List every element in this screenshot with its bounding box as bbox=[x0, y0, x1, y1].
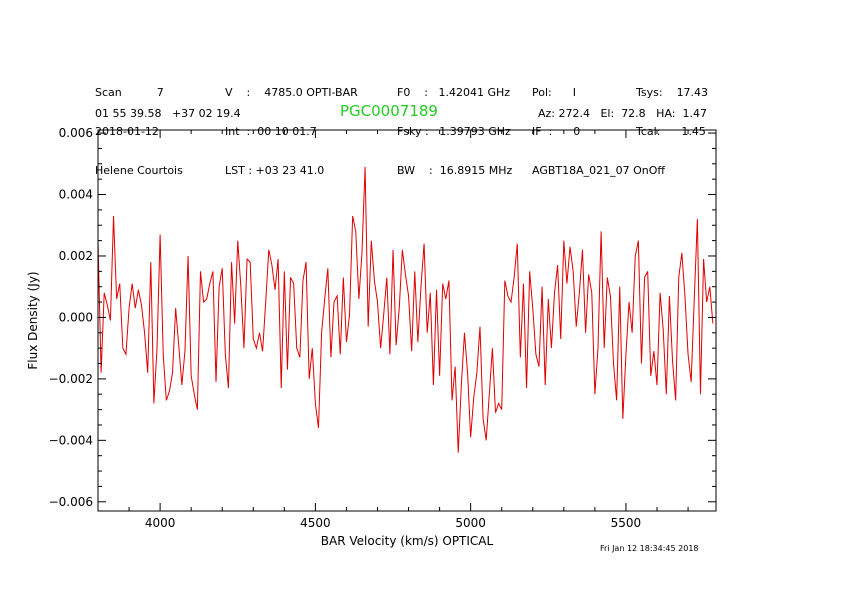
spectrum-line bbox=[97, 166, 714, 453]
header-col-tsys: Tsys: 17.43 Tcal: 1.45 bbox=[636, 60, 708, 151]
x-tick-label: 4000 bbox=[145, 516, 176, 530]
header-col-velocity: V : 4785.0 OPTI-BAR Int : 00 10 01.7 LST… bbox=[225, 60, 358, 190]
header-pointing: Az: 272.4 El: 72.8 HA: 1.47 bbox=[538, 107, 707, 120]
y-tick-label: 0.006 bbox=[59, 126, 93, 140]
x-tick-label: 4500 bbox=[300, 516, 331, 530]
y-tick-label: −0.006 bbox=[49, 495, 93, 509]
x-tick-label: 5000 bbox=[455, 516, 486, 530]
footer-timestamp: Fri Jan 12 18:34:45 2018 bbox=[600, 544, 699, 553]
header-line: Fsky : 1.39793 GHz bbox=[397, 125, 511, 138]
header-line: AGBT18A_021_07 OnOff bbox=[532, 164, 665, 177]
y-tick-label: 0.004 bbox=[59, 188, 93, 202]
source-title: PGC0007189 bbox=[340, 102, 438, 120]
y-tick-label: 0.002 bbox=[59, 249, 93, 263]
header-line: Tcal: 1.45 bbox=[636, 125, 706, 138]
header-line: Scan 7 bbox=[95, 86, 164, 99]
header-line: F0 : 1.42041 GHz bbox=[397, 86, 511, 99]
header-line: Helene Courtois bbox=[95, 164, 183, 177]
y-tick-label: 0.000 bbox=[59, 310, 93, 324]
plot-frame bbox=[97, 129, 717, 512]
header-line: Pol: I bbox=[532, 86, 576, 99]
header-coordinates: 01 55 39.58 +37 02 19.4 bbox=[95, 107, 241, 120]
header-line: LST : +03 23 41.0 bbox=[225, 164, 325, 177]
header-line: Int : 00 10 01.7 bbox=[225, 125, 317, 138]
header-line: V : 4785.0 OPTI-BAR bbox=[225, 86, 358, 99]
y-axis-label: Flux Density (Jy) bbox=[26, 271, 40, 369]
header-line: Tsys: 17.43 bbox=[636, 86, 709, 99]
header-line: 2018-01-12 bbox=[95, 125, 159, 138]
y-tick-label: −0.002 bbox=[49, 372, 93, 386]
header-col-scan: Scan 7 2018-01-12 Helene Courtois bbox=[95, 60, 183, 190]
header-col-frequency: F0 : 1.42041 GHz Fsky : 1.39793 GHz BW :… bbox=[397, 60, 512, 190]
header-col-pol: Pol: I IF : 0 AGBT18A_021_07 OnOff bbox=[532, 60, 665, 190]
y-tick-label: −0.004 bbox=[49, 433, 93, 447]
x-tick-label: 5500 bbox=[611, 516, 642, 530]
header-line: BW : 16.8915 MHz bbox=[397, 164, 513, 177]
header-line: IF : 0 bbox=[532, 125, 581, 138]
x-axis-label: BAR Velocity (km/s) OPTICAL bbox=[321, 534, 494, 548]
